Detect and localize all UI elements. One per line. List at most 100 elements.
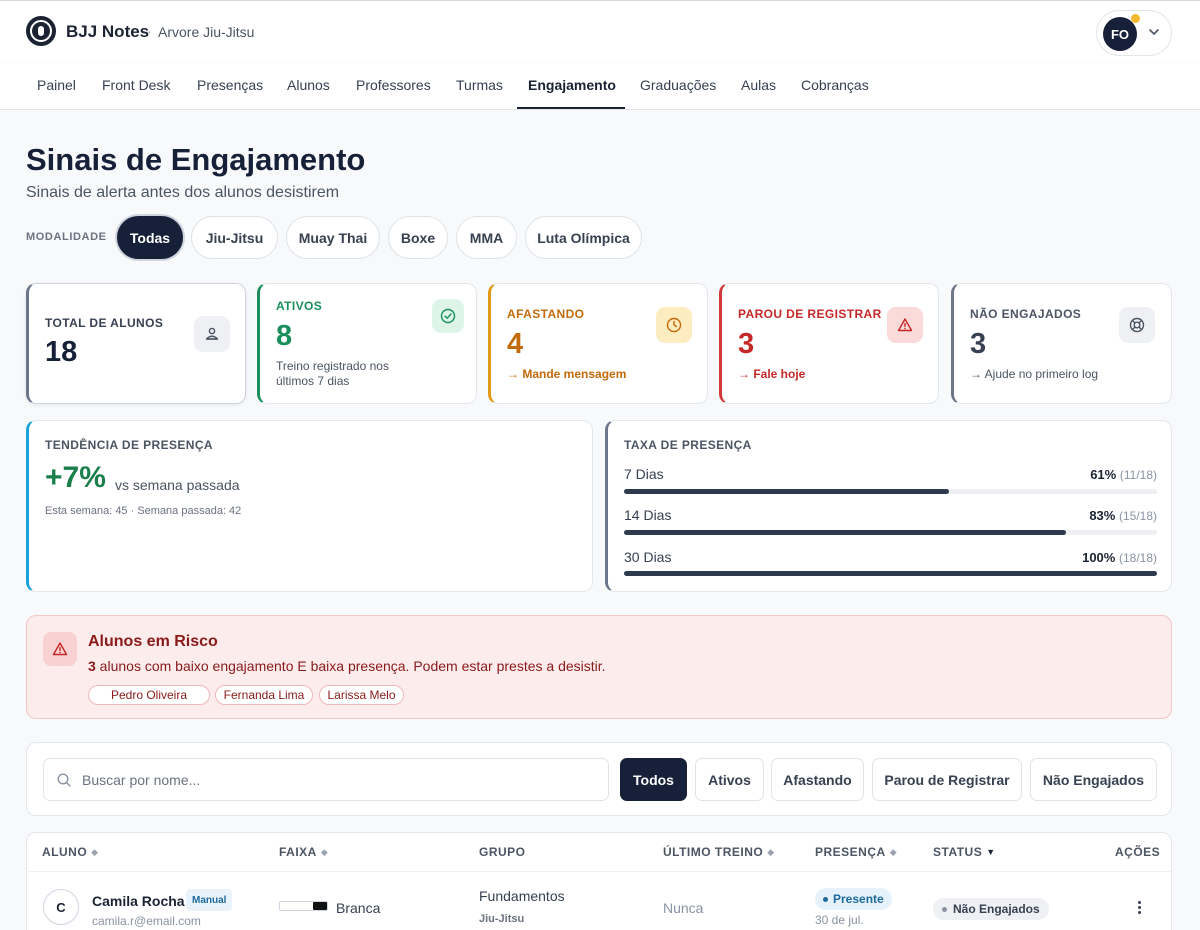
sort-icon: ◆ xyxy=(889,846,898,857)
stat-label: TOTAL DE ALUNOS xyxy=(45,316,164,330)
stat-card-ativos[interactable]: ATIVOS 8 Treino registrado nos últimos 7… xyxy=(257,283,477,404)
modality-chip-luta-olimpica[interactable]: Luta Olímpica xyxy=(525,216,642,259)
trend-comparison: vs semana passada xyxy=(115,477,240,493)
group-modality: Jiu-Jitsu xyxy=(479,913,525,925)
nav-item-engajamento[interactable]: Engajamento xyxy=(528,77,616,93)
nav-item-professores[interactable]: Professores xyxy=(356,77,431,93)
filter-nao-engajados-button[interactable]: Não Engajados xyxy=(1030,758,1157,801)
stat-sub: → Fale hoje xyxy=(738,367,806,381)
more-actions-icon[interactable] xyxy=(1131,897,1147,917)
lifebuoy-icon xyxy=(1119,307,1155,343)
belt-icon xyxy=(279,901,328,911)
trend-detail: Esta semana: 45 · Semana passada: 42 xyxy=(45,505,242,517)
filter-bar: Todos Ativos Afastando Parou de Registra… xyxy=(26,742,1172,816)
presence-date: 30 de jul. xyxy=(815,913,864,927)
stat-label: PAROU DE REGISTRAR xyxy=(738,307,882,321)
title-separator: · xyxy=(147,23,152,39)
search-input[interactable] xyxy=(82,759,602,800)
nav-item-alunos[interactable]: Alunos xyxy=(287,77,330,93)
search-box[interactable] xyxy=(43,758,609,801)
stat-card-afastando[interactable]: AFASTANDO 4 → Mande mensagem xyxy=(488,283,708,404)
sort-icon: ◆ xyxy=(91,846,99,857)
nav-item-graduacoes[interactable]: Graduações xyxy=(640,77,717,93)
stat-sub: Treino registrado nos últimos 7 dias xyxy=(276,359,389,388)
main-nav: Painel Front Desk Presenças Alunos Profe… xyxy=(0,63,1200,110)
stat-sub: → Ajude no primeiro log xyxy=(970,367,1099,381)
stat-sub: → Mande mensagem xyxy=(507,367,627,381)
notification-dot xyxy=(1131,14,1140,23)
column-header-ultimo-treino[interactable]: ÚLTIMO TREINO ◆ xyxy=(663,845,775,859)
rate-14d-bar xyxy=(624,530,1157,535)
top-bar: BJJ Notes · Arvore Jiu-Jitsu FO xyxy=(0,0,1200,62)
at-risk-alert: Alunos em Risco 3 alunos com baixo engaj… xyxy=(26,615,1172,719)
stat-value: 4 xyxy=(507,328,524,360)
rate-7d-value: 61% (11/18) xyxy=(1090,467,1157,482)
filter-parou-button[interactable]: Parou de Registrar xyxy=(872,758,1022,801)
student-email: camila.r@email.com xyxy=(92,914,201,928)
table-row[interactable]: C Camila Rocha Manual camila.r@email.com… xyxy=(27,871,1171,930)
rate-30d-label: 30 Dias xyxy=(624,549,672,565)
rate-label: TAXA DE PRESENÇA xyxy=(624,438,752,452)
nav-item-aulas[interactable]: Aulas xyxy=(741,77,777,93)
users-icon xyxy=(194,316,230,352)
risk-description: 3 alunos com baixo engajamento E baixa p… xyxy=(88,658,606,674)
group-name: Fundamentos xyxy=(479,888,565,904)
nav-item-turmas[interactable]: Turmas xyxy=(456,77,503,93)
modality-label: MODALIDADE xyxy=(26,231,107,243)
risk-student-chip[interactable]: Pedro Oliveira xyxy=(88,685,210,705)
risk-student-chip[interactable]: Fernanda Lima xyxy=(215,685,313,705)
presence-badge: Presente xyxy=(815,888,892,910)
belt-name: Branca xyxy=(336,900,381,916)
rate-30d-value: 100% (18/18) xyxy=(1082,550,1157,565)
stat-value: 3 xyxy=(970,328,987,360)
column-header-faixa[interactable]: FAIXA ◆ xyxy=(279,845,329,859)
modality-chip-jiu-jitsu[interactable]: Jiu-Jitsu xyxy=(191,216,278,259)
search-icon xyxy=(57,773,71,787)
alert-triangle-icon xyxy=(43,632,77,666)
clock-icon xyxy=(656,307,692,343)
student-name[interactable]: Camila Rocha xyxy=(92,893,185,909)
rate-7d-label: 7 Dias xyxy=(624,466,664,482)
modality-chip-muay-thai[interactable]: Muay Thai xyxy=(286,216,380,259)
students-table: ALUNO ◆ FAIXA ◆ GRUPO ÚLTIMO TREINO ◆ PRESE… xyxy=(26,832,1172,930)
column-header-status[interactable]: STATUS ▼ xyxy=(933,845,996,859)
app-title[interactable]: BJJ Notes xyxy=(66,22,150,41)
gym-name: Arvore Jiu-Jitsu xyxy=(158,24,255,40)
stat-label: ATIVOS xyxy=(276,299,323,313)
last-training: Nunca xyxy=(663,900,704,916)
column-header-aluno[interactable]: ALUNO ◆ xyxy=(42,845,99,859)
nav-item-painel[interactable]: Painel xyxy=(37,77,76,93)
column-header-grupo: GRUPO xyxy=(479,845,526,859)
stat-card-parou[interactable]: PAROU DE REGISTRAR 3 → Fale hoje xyxy=(719,283,939,404)
check-circle-icon xyxy=(432,299,464,333)
stat-card-total[interactable]: TOTAL DE ALUNOS 18 xyxy=(26,283,246,404)
nav-item-front-desk[interactable]: Front Desk xyxy=(102,77,171,93)
user-menu-button[interactable]: FO xyxy=(1096,10,1172,56)
rate-7d-bar xyxy=(624,489,1157,494)
column-header-presenca[interactable]: PRESENÇA ◆ xyxy=(815,845,898,859)
bjj-logo-icon[interactable] xyxy=(26,16,56,46)
modality-chip-mma[interactable]: MMA xyxy=(456,216,517,259)
manual-badge: Manual xyxy=(186,889,233,911)
avatar: C xyxy=(43,889,79,925)
page-subtitle: Sinais de alerta antes dos alunos desist… xyxy=(26,184,340,201)
stat-value: 8 xyxy=(276,320,293,352)
filter-todos-button[interactable]: Todos xyxy=(620,758,687,801)
filter-ativos-button[interactable]: Ativos xyxy=(695,758,764,801)
column-header-acoes: AÇÕES xyxy=(1115,845,1161,859)
rate-14d-label: 14 Dias xyxy=(624,507,672,523)
chevron-down-icon xyxy=(1149,29,1159,35)
risk-student-chip[interactable]: Larissa Melo xyxy=(319,685,404,705)
stat-label: AFASTANDO xyxy=(507,307,585,321)
stat-card-nao-engajados[interactable]: NÃO ENGAJADOS 3 → Ajude no primeiro log xyxy=(951,283,1172,404)
status-badge: Não Engajados xyxy=(933,898,1049,920)
modality-chip-todas[interactable]: Todas xyxy=(117,216,183,259)
nav-item-cobrancas[interactable]: Cobranças xyxy=(801,77,869,93)
sort-icon: ◆ xyxy=(320,846,329,857)
modality-chip-boxe[interactable]: Boxe xyxy=(388,216,448,259)
stat-value: 3 xyxy=(738,328,755,360)
nav-item-presencas[interactable]: Presenças xyxy=(197,77,264,93)
trend-card: TENDÊNCIA DE PRESENÇA +7% vs semana pass… xyxy=(26,420,593,592)
avatar: FO xyxy=(1103,17,1137,51)
filter-afastando-button[interactable]: Afastando xyxy=(771,758,864,801)
